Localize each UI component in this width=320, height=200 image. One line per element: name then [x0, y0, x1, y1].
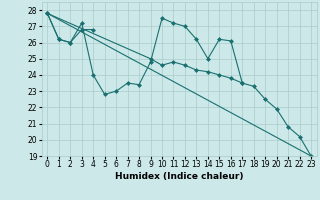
X-axis label: Humidex (Indice chaleur): Humidex (Indice chaleur): [115, 172, 244, 181]
